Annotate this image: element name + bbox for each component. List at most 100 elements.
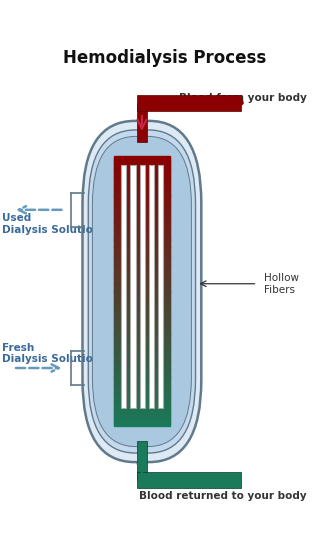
- Bar: [114, 260, 170, 263]
- Bar: [114, 393, 170, 395]
- Bar: [114, 190, 170, 193]
- Bar: [114, 421, 170, 424]
- Bar: [114, 222, 170, 225]
- Bar: [114, 351, 170, 354]
- Bar: [114, 394, 170, 397]
- Bar: [114, 386, 170, 388]
- Bar: [114, 306, 170, 310]
- Bar: [114, 366, 170, 368]
- Bar: [114, 176, 170, 179]
- Bar: [114, 336, 170, 338]
- Bar: [114, 232, 170, 234]
- Bar: [114, 339, 170, 342]
- Bar: [114, 396, 170, 399]
- Bar: [114, 276, 170, 279]
- Bar: [114, 274, 170, 277]
- Bar: [121, 165, 126, 408]
- Bar: [114, 380, 170, 383]
- Bar: [137, 103, 147, 141]
- Bar: [114, 312, 170, 315]
- Bar: [114, 179, 170, 182]
- Bar: [114, 309, 170, 311]
- Bar: [114, 253, 170, 256]
- Bar: [158, 165, 163, 408]
- Bar: [114, 273, 170, 276]
- Bar: [114, 382, 170, 384]
- Bar: [114, 269, 170, 272]
- Bar: [114, 387, 170, 390]
- Bar: [114, 248, 170, 250]
- Bar: [114, 199, 170, 202]
- Bar: [114, 219, 170, 222]
- Bar: [114, 319, 170, 322]
- Bar: [114, 283, 170, 286]
- Text: Used
Dialysis Solution: Used Dialysis Solution: [2, 213, 100, 235]
- Bar: [114, 323, 170, 326]
- Bar: [114, 255, 170, 257]
- Bar: [114, 174, 170, 177]
- Bar: [114, 301, 170, 304]
- Bar: [114, 212, 170, 214]
- Bar: [114, 328, 170, 331]
- Bar: [114, 215, 170, 218]
- Bar: [114, 161, 170, 164]
- Bar: [114, 265, 170, 268]
- Bar: [114, 242, 170, 245]
- Bar: [114, 217, 170, 220]
- Bar: [114, 310, 170, 313]
- Bar: [114, 290, 170, 293]
- Bar: [140, 165, 145, 408]
- Bar: [114, 233, 170, 236]
- Bar: [114, 343, 170, 345]
- Bar: [114, 359, 170, 361]
- Bar: [114, 167, 170, 169]
- Bar: [114, 362, 170, 365]
- Bar: [114, 201, 170, 204]
- Bar: [114, 296, 170, 299]
- Bar: [114, 398, 170, 401]
- Bar: [114, 414, 170, 417]
- Bar: [114, 332, 170, 334]
- Bar: [114, 400, 170, 403]
- Bar: [114, 344, 170, 347]
- Bar: [114, 303, 170, 306]
- Bar: [114, 197, 170, 200]
- Bar: [114, 202, 170, 206]
- Bar: [114, 172, 170, 175]
- Text: Blood from your body: Blood from your body: [179, 92, 307, 103]
- Bar: [114, 407, 170, 410]
- Bar: [114, 244, 170, 247]
- Bar: [114, 185, 170, 188]
- Bar: [114, 321, 170, 324]
- Bar: [114, 249, 170, 252]
- Bar: [114, 314, 170, 317]
- Bar: [114, 420, 170, 422]
- Bar: [114, 357, 170, 360]
- Bar: [114, 282, 170, 284]
- Bar: [114, 213, 170, 216]
- Bar: [114, 405, 170, 408]
- Bar: [114, 340, 170, 344]
- Bar: [114, 353, 170, 356]
- Bar: [114, 416, 170, 419]
- Bar: [114, 156, 170, 159]
- Bar: [114, 228, 170, 230]
- Bar: [114, 333, 170, 336]
- Bar: [137, 472, 241, 488]
- Bar: [114, 221, 170, 223]
- Bar: [114, 375, 170, 377]
- Bar: [114, 160, 170, 162]
- Text: Hollow
Fibers: Hollow Fibers: [264, 273, 299, 295]
- Bar: [137, 442, 147, 480]
- Bar: [114, 178, 170, 180]
- Bar: [114, 271, 170, 273]
- Bar: [114, 316, 170, 318]
- Bar: [114, 229, 170, 232]
- Bar: [114, 423, 170, 426]
- Bar: [114, 195, 170, 199]
- Bar: [114, 289, 170, 292]
- Bar: [114, 305, 170, 307]
- Bar: [114, 192, 170, 195]
- Bar: [114, 224, 170, 227]
- Text: Fresh
Dialysis Solution: Fresh Dialysis Solution: [2, 343, 100, 364]
